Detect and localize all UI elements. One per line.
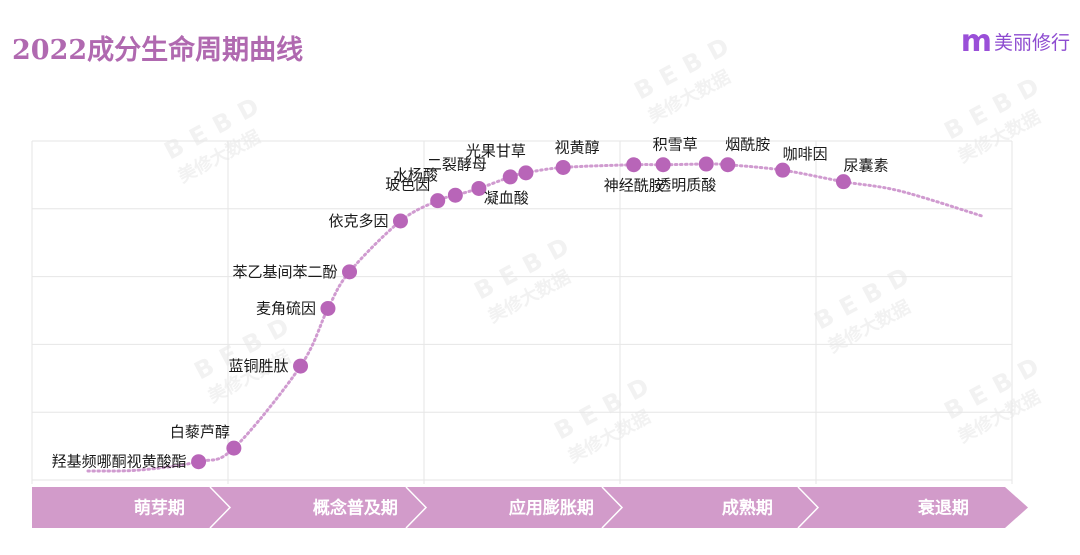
ingredient-point: 咖啡因 bbox=[775, 145, 828, 178]
point-marker bbox=[320, 300, 336, 316]
ingredient-point: 白藜芦醇 bbox=[170, 423, 242, 456]
brand-m-icon: m bbox=[960, 23, 992, 59]
phase-label: 萌芽期 bbox=[134, 498, 185, 519]
point-marker bbox=[698, 156, 714, 172]
ingredient-point: 视黄醇 bbox=[555, 138, 600, 175]
ingredient-point: 烟酰胺 bbox=[720, 136, 770, 173]
ingredient-point: 积雪草 bbox=[653, 136, 698, 173]
phase-label: 衰退期 bbox=[917, 498, 969, 519]
phase-chevron-separator bbox=[209, 486, 232, 529]
point-label: 苯乙基间苯二酚 bbox=[233, 263, 338, 281]
point-label: 神经酰胺 bbox=[604, 177, 664, 195]
ingredient-point: 依克多因 bbox=[328, 212, 408, 230]
point-marker bbox=[342, 264, 358, 280]
point-label: 依克多因 bbox=[328, 212, 388, 230]
point-label: 积雪草 bbox=[653, 136, 698, 154]
point-marker bbox=[430, 193, 446, 209]
ingredient-point: 水杨酸 bbox=[393, 166, 463, 203]
lifecycle-curve bbox=[86, 162, 984, 473]
brand-name: 美丽修行 bbox=[993, 32, 1070, 54]
ingredient-point: 透明质酸 bbox=[656, 156, 716, 194]
point-marker bbox=[626, 157, 642, 173]
point-label: 烟酰胺 bbox=[725, 136, 770, 154]
chart-grid bbox=[31, 140, 1013, 484]
point-marker bbox=[226, 440, 242, 456]
brand-logo: m 美丽修行 bbox=[960, 23, 1070, 59]
point-label: 光果甘草 bbox=[466, 142, 526, 160]
ingredient-point: 麦角硫因 bbox=[256, 299, 336, 317]
point-label: 羟基频哪酮视黄酸酯 bbox=[52, 453, 187, 471]
ingredient-point: 苯乙基间苯二酚 bbox=[233, 263, 358, 281]
ingredient-point: 羟基频哪酮视黄酸酯 bbox=[52, 453, 207, 471]
ingredient-point: 光果甘草 bbox=[466, 142, 534, 181]
phase-band: 萌芽期 概念普及期 应用膨胀期 成熟期 衰退期 bbox=[32, 486, 1028, 529]
ingredient-point: 蓝铜胜肽 bbox=[229, 357, 309, 375]
point-label: 麦角硫因 bbox=[256, 299, 316, 317]
point-marker bbox=[471, 180, 487, 196]
point-label: 视黄醇 bbox=[555, 138, 600, 156]
point-marker bbox=[191, 454, 207, 470]
point-label: 凝血酸 bbox=[484, 189, 529, 207]
ingredient-point: 尿囊素 bbox=[835, 157, 888, 190]
point-label: 玻色因 bbox=[385, 176, 430, 194]
ingredient-points: 羟基频哪酮视黄酸酯 白藜芦醇 蓝铜胜肽 麦角硫因 苯乙基间苯二酚 依克多因 玻色因水杨酸二裂… bbox=[52, 136, 889, 471]
point-marker bbox=[392, 213, 408, 229]
phase-chevron-separator bbox=[601, 486, 624, 529]
phase-label: 概念普及期 bbox=[313, 498, 398, 519]
phase-band-shape bbox=[32, 487, 1028, 528]
phase-chevron-separator bbox=[797, 486, 820, 529]
point-label: 水杨酸 bbox=[393, 166, 438, 184]
point-marker bbox=[555, 159, 571, 175]
point-label: 白藜芦醇 bbox=[170, 423, 230, 441]
point-marker bbox=[518, 165, 534, 181]
ingredient-point: 玻色因 bbox=[385, 176, 446, 209]
point-label: 尿囊素 bbox=[843, 157, 888, 175]
point-marker bbox=[293, 358, 309, 374]
point-label: 蓝铜胜肽 bbox=[229, 357, 289, 375]
ingredient-point: 二裂酵母 bbox=[427, 155, 487, 196]
point-marker bbox=[447, 187, 463, 203]
point-marker bbox=[502, 169, 518, 185]
point-label: 透明质酸 bbox=[656, 176, 716, 194]
phase-label: 成熟期 bbox=[722, 498, 773, 519]
page-title: 2022成分生命周期曲线 bbox=[12, 35, 304, 66]
point-label: 二裂酵母 bbox=[427, 155, 487, 173]
ingredient-point: 神经酰胺 bbox=[604, 157, 664, 195]
point-marker bbox=[655, 157, 671, 173]
point-marker bbox=[720, 157, 736, 173]
ingredient-point: 凝血酸 bbox=[484, 169, 529, 207]
point-label: 咖啡因 bbox=[783, 145, 828, 163]
point-marker bbox=[775, 162, 791, 178]
phase-chevron-separator bbox=[405, 486, 428, 529]
point-marker bbox=[835, 174, 851, 190]
phase-label: 应用膨胀期 bbox=[509, 498, 594, 519]
